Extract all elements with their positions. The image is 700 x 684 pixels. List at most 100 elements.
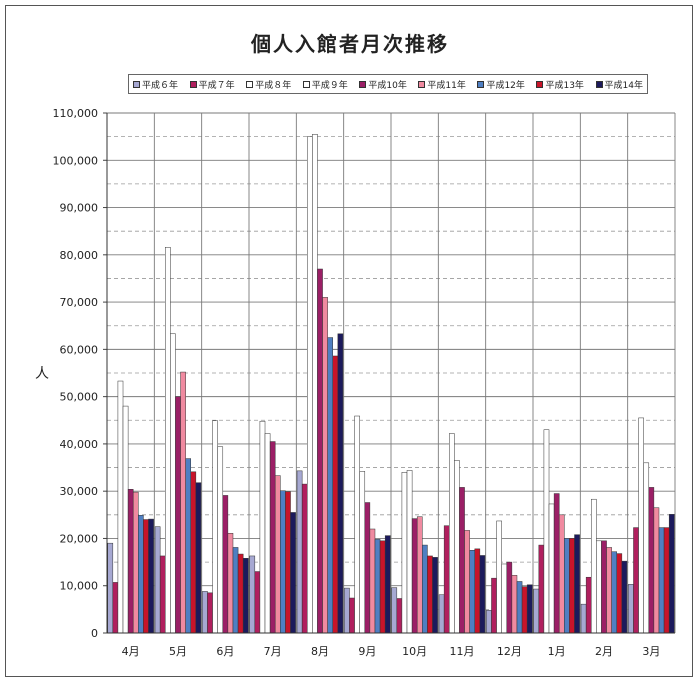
bar-平成９年-9月 — [359, 471, 366, 634]
bar-平成13年-7月 — [285, 491, 291, 634]
bar-平成13年-10月 — [427, 555, 433, 634]
bar-平成11年-1月 — [558, 514, 565, 634]
bar-平成７年-2月 — [585, 576, 592, 634]
bar-平成12年-10月 — [422, 544, 428, 634]
x-tick-label: 5月 — [169, 645, 187, 658]
legend-swatch — [302, 80, 310, 88]
bar-平成９年-1月 — [548, 503, 555, 634]
bar-平成８年-4月 — [117, 380, 124, 634]
bar-平成13年-5月 — [190, 471, 197, 634]
legend-label: 平成６年 — [142, 80, 179, 91]
bar-平成11年-2月 — [606, 547, 612, 634]
bar-平成８年-7月 — [259, 420, 266, 634]
bar-平成12年-6月 — [232, 547, 239, 634]
bar-平成７年-1月 — [538, 544, 545, 634]
y-tick-label: 100,000 — [53, 154, 99, 167]
bar-平成12年-8月 — [327, 337, 333, 634]
bar-平成９年-5月 — [170, 333, 176, 634]
bar-平成10年-7月 — [269, 441, 276, 634]
legend-swatch — [536, 80, 544, 88]
legend-label: 平成13年 — [545, 80, 584, 91]
legend-label: 平成10年 — [368, 80, 407, 91]
bar-平成６年-12月 — [486, 610, 492, 634]
bar-平成７年-9月 — [349, 597, 355, 634]
bar-平成10年-6月 — [222, 495, 229, 634]
bar-平成６年-3月 — [628, 584, 634, 634]
bar-平成６年-2月 — [580, 603, 587, 634]
bar-平成６年-8月 — [296, 470, 303, 634]
legend-label: 平成14年 — [604, 80, 643, 91]
bar-平成10年-4月 — [127, 489, 134, 634]
bar-平成８年-3月 — [638, 417, 644, 634]
bar-平成12年-2月 — [611, 551, 618, 634]
bar-平成６年-4月 — [107, 542, 114, 634]
bar-平成11年-3月 — [653, 507, 660, 634]
bar-平成９年-6月 — [217, 446, 224, 634]
legend-item: 平成12年 — [477, 78, 525, 91]
bar-平成９年-3月 — [643, 462, 650, 634]
x-tick-label: 6月 — [216, 645, 234, 658]
bar-平成６年-10月 — [391, 587, 398, 634]
bar-平成７年-8月 — [301, 483, 308, 634]
y-tick-label: 90,000 — [60, 202, 99, 215]
legend-item: 平成11年 — [418, 78, 466, 91]
bar-平成９年-10月 — [406, 470, 413, 634]
bar-平成９年-7月 — [264, 433, 271, 634]
bar-平成14年-3月 — [668, 514, 675, 634]
bar-平成12年-12月 — [516, 581, 523, 634]
bar-平成10年-5月 — [175, 396, 181, 634]
legend-swatch — [359, 80, 367, 88]
x-tick-label: 10月 — [402, 645, 427, 658]
y-tick-label: 0 — [91, 627, 98, 640]
x-tick-label: 9月 — [358, 645, 376, 658]
bar-平成12年-1月 — [564, 538, 570, 634]
bar-平成７年-11月 — [443, 525, 450, 634]
bar-平成12年-3月 — [658, 527, 665, 634]
bar-平成10年-10月 — [411, 518, 418, 634]
bar-平成７年-12月 — [491, 577, 497, 634]
y-tick-label: 110,000 — [53, 107, 99, 120]
legend-swatch — [133, 80, 140, 88]
y-tick-label: 30,000 — [60, 485, 99, 498]
bar-平成８年-8月 — [307, 136, 313, 634]
legend-item: 平成14年 — [595, 78, 643, 91]
bar-平成８年-6月 — [212, 420, 218, 634]
legend: 平成６年 平成７年 平成８年 平成９年 平成10年 平成11年 平成12年 平成13年 平成14… — [128, 74, 648, 94]
legend-swatch — [418, 80, 426, 88]
bar-平成８年-10月 — [401, 472, 408, 634]
bar-平成14年-7月 — [290, 512, 296, 634]
bar-平成14年-12月 — [526, 584, 533, 634]
bar-平成14年-6月 — [242, 558, 249, 634]
bar-平成８年-5月 — [165, 247, 171, 634]
y-axis-label: 人 — [35, 366, 49, 382]
legend-label: 平成９年 — [311, 80, 348, 91]
bar-平成14年-11月 — [479, 555, 486, 634]
bar-平成６年-5月 — [154, 526, 161, 634]
bar-平成７年-7月 — [254, 571, 261, 634]
bar-平成６年-6月 — [202, 591, 208, 634]
bar-平成11年-6月 — [227, 533, 234, 634]
bar-平成12年-9月 — [374, 539, 381, 634]
legend-label: 平成７年 — [198, 80, 235, 91]
bar-平成６年-9月 — [344, 587, 350, 634]
bar-平成10年-3月 — [648, 487, 655, 634]
bar-平成14年-5月 — [195, 482, 202, 634]
bar-平成７年-4月 — [112, 582, 119, 634]
y-tick-label: 20,000 — [60, 532, 99, 545]
bar-平成８年-1月 — [543, 429, 550, 634]
legend-swatch — [595, 80, 603, 88]
bar-平成12年-4月 — [138, 515, 144, 634]
bar-平成９年-8月 — [312, 134, 318, 634]
bar-平成６年-7月 — [249, 555, 256, 634]
bar-平成14年-2月 — [621, 560, 628, 634]
bar-平成９年-12月 — [501, 563, 508, 634]
bar-平成13年-8月 — [332, 355, 339, 634]
bar-平成11年-11月 — [464, 530, 470, 634]
bar-平成７年-5月 — [159, 555, 166, 634]
bar-平成８年-2月 — [591, 498, 597, 634]
bar-平成11年-5月 — [180, 371, 186, 634]
bar-平成10年-12月 — [506, 561, 513, 634]
legend-item: 平成10年 — [359, 78, 407, 91]
legend-item: 平成８年 — [246, 78, 291, 91]
